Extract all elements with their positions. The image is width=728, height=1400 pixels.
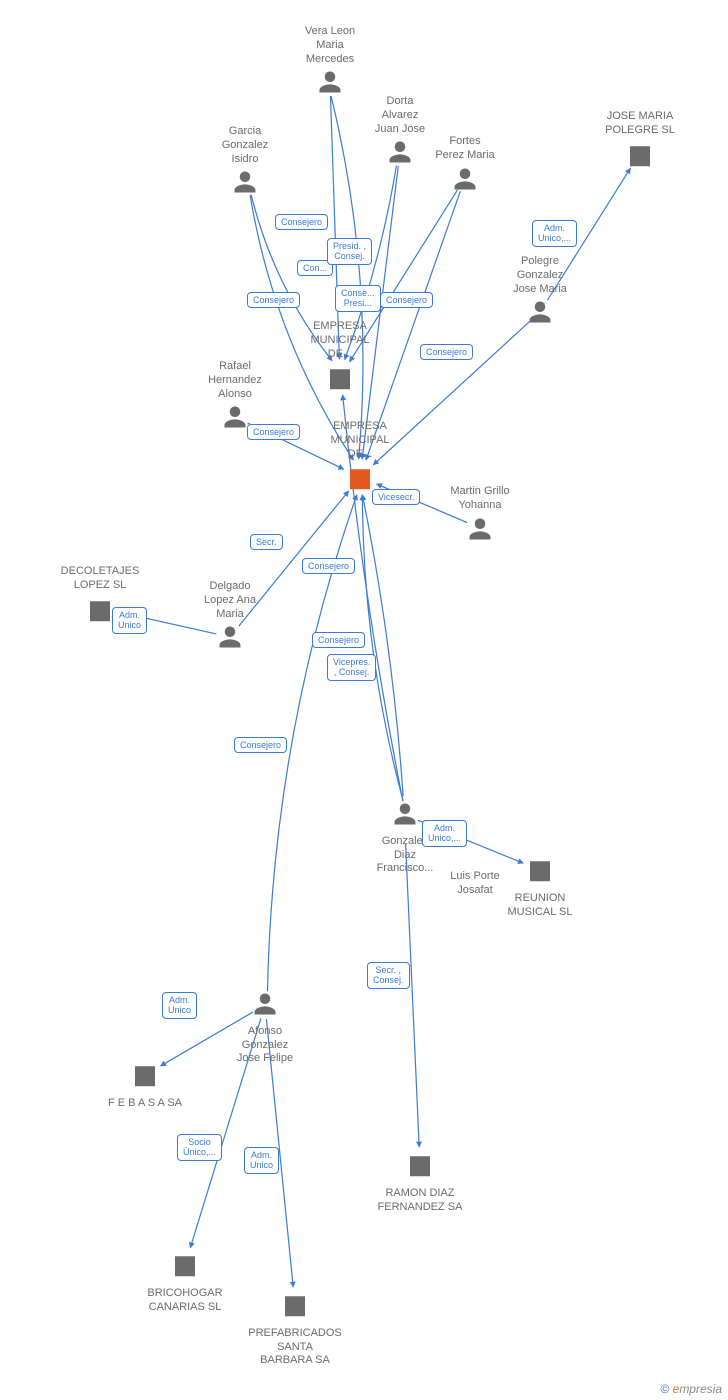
node-text: RAMON DIAZ FERNANDEZ SA [360,1187,480,1215]
person-icon [251,990,279,1018]
building-icon [85,595,115,625]
node-luisporte-label: Luis Porte Josafat [430,868,520,898]
edge-label: Consejero [312,632,365,648]
node-text: Fortes Perez Maria [405,135,525,163]
edge-label: Adm. Unico [112,607,147,634]
node-empMunSub[interactable]: EMPRESA MUNICIPAL DE... [280,320,400,398]
building-icon [130,1060,160,1090]
building-icon [405,1150,435,1180]
person-icon [216,623,244,651]
person-icon [451,165,479,193]
edge-label: Consejero [380,292,433,308]
person-icon [231,168,259,196]
edge-label: Vicesecr. [372,489,420,505]
node-text: PREFABRICADOS SANTA BARBARA SA [235,1327,355,1368]
edge [362,495,403,801]
person-icon [221,403,249,431]
node-afonso[interactable]: Afonso Gonzalez Jose Felipe [205,990,325,1066]
watermark: © empresia [660,1382,722,1396]
person-icon [391,800,419,828]
edge-label: Secr. , Consej. [367,962,410,989]
node-ramon[interactable]: RAMON DIAZ FERNANDEZ SA [360,1150,480,1214]
node-text: Rafael Hernandez Alonso [175,360,295,401]
edge-label: Consejero [247,292,300,308]
edge-label: Socio Único,... [177,1134,222,1161]
person-icon [526,298,554,326]
edge-label: Adm. Unico [162,992,197,1019]
node-text: F E B A S A SA [85,1097,205,1111]
node-fortes[interactable]: Fortes Perez Maria [405,135,525,197]
building-icon [280,1290,310,1320]
node-text: BRICOHOGAR CANARIAS SL [125,1287,245,1315]
node-text: Dorta Alvarez Juan Jose [340,95,460,136]
building-icon [170,1250,200,1280]
building-icon [325,363,355,393]
building-icon [345,463,375,493]
person-icon [466,515,494,543]
node-polegre[interactable]: Polegre Gonzalez Jose Maria [480,255,600,331]
edge-label: Secr. [250,534,283,550]
building-icon [525,855,555,885]
edge-label: Adm. Unico [244,1147,279,1174]
node-delgado[interactable]: Delgado Lopez Ana Maria [170,580,290,656]
edge-label: Conse... Presi... [335,285,381,312]
node-febasa[interactable]: F E B A S A SA [85,1060,205,1111]
node-martin[interactable]: Martin Grillo Yohanna [420,485,540,547]
node-text: DECOLETAJES LOPEZ SL [40,565,160,593]
brand-rest: mpresia [679,1382,722,1396]
node-text: Afonso Gonzalez Jose Felipe [205,1025,325,1066]
edge [362,495,403,796]
node-text: Luis Porte Josafat [430,870,520,898]
edge-label: Consejero [247,424,300,440]
edge [406,844,420,1147]
node-text: JOSE MARIA POLEGRE SL [580,110,700,138]
node-text: Garcia Gonzalez Isidro [185,125,305,166]
edge-label: Consejero [275,214,328,230]
node-text: Polegre Gonzalez Jose Maria [480,255,600,296]
edge-label: Consejero [234,737,287,753]
node-text: Delgado Lopez Ana Maria [170,580,290,621]
node-josemaria[interactable]: JOSE MARIA POLEGRE SL [580,110,700,174]
node-text: EMPRESA MUNICIPAL DE... [280,320,400,361]
edge [362,166,398,459]
node-vera[interactable]: Vera Leon Maria Mercedes [270,25,390,101]
edge-label: Adm. Unico,... [532,220,577,247]
edge-label: Consejero [420,344,473,360]
node-prefab[interactable]: PREFABRICADOS SANTA BARBARA SA [235,1290,355,1368]
node-text: Martin Grillo Yohanna [420,485,540,513]
edge-label: Presid. , Consej. [327,238,372,265]
edge-label: Vicepres. , Consej. [327,654,376,681]
edge-label: Consejero [302,558,355,574]
person-icon [316,68,344,96]
building-icon [625,140,655,170]
copyright-symbol: © [660,1382,669,1396]
edge-label: Adm. Unico,... [422,820,467,847]
node-garcia[interactable]: Garcia Gonzalez Isidro [185,125,305,201]
node-text: Vera Leon Maria Mercedes [270,25,390,66]
node-bricohogar[interactable]: BRICOHOGAR CANARIAS SL [125,1250,245,1314]
node-text: EMPRESA MUNICIPAL DE... [300,420,420,461]
node-empMunMain[interactable]: EMPRESA MUNICIPAL DE... [300,420,420,498]
